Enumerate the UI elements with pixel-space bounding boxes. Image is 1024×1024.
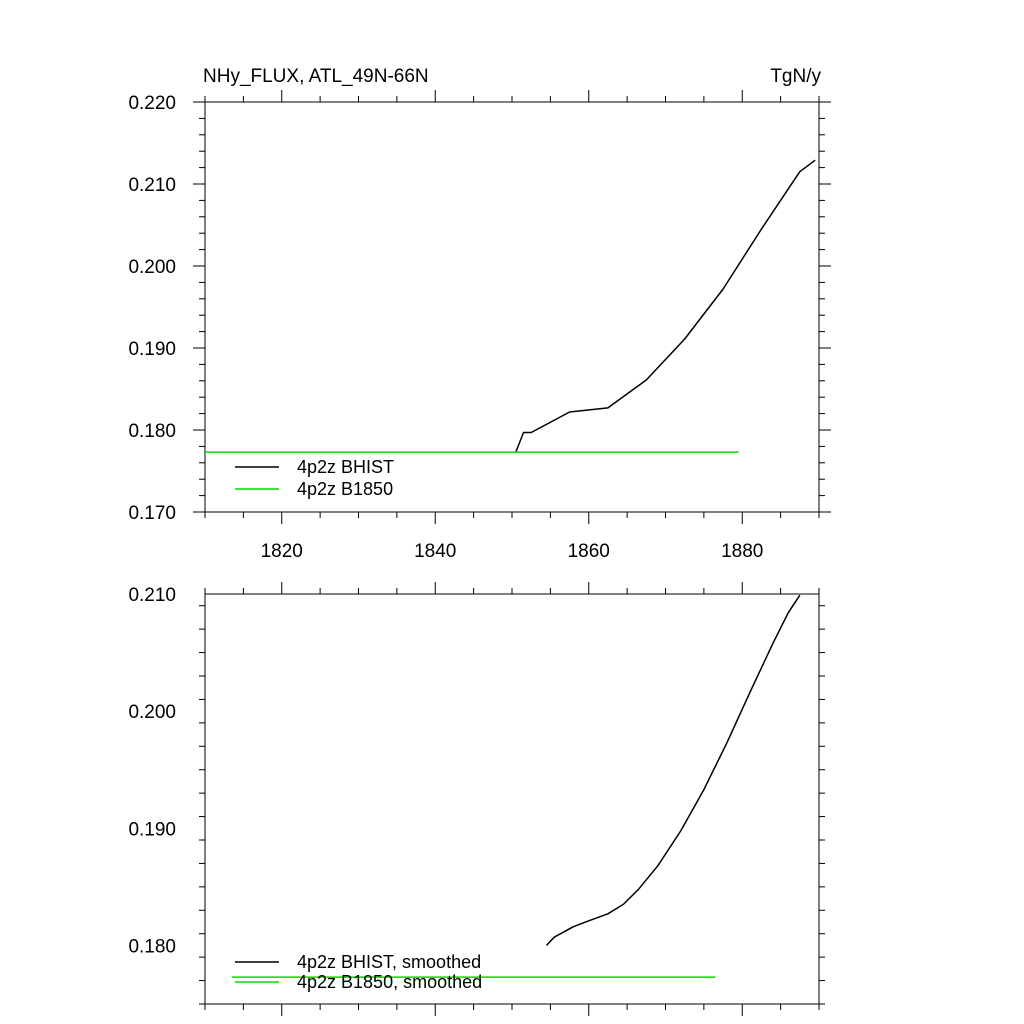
unit-label: TgN/y [770,66,821,87]
series-layer [231,594,801,978]
y-tick-label: 0.200 [128,702,176,723]
series-line-bhist [545,594,801,946]
y-tick-label: 0.170 [128,503,176,524]
y-tick-label: 0.190 [128,819,176,840]
plot-frame [204,593,820,1005]
y-tick-label: 0.180 [128,421,176,442]
chart-title: NHy_FLUX, ATL_49N-66N [203,66,429,87]
y-tick-label: 0.190 [128,339,176,360]
plot-frame [204,101,820,513]
x-tick-label: 1820 [261,541,303,562]
y-tick-label: 0.200 [128,257,176,278]
x-tick-label: 1880 [721,541,763,562]
bottom-panel: 0.180 0.190 0.200 0.210 4p2z BHIST, smoothed… [128,582,825,1016]
top-panel: 1820 1840 1860 1880 0.170 0.180 0.190 0.200 0.21… [128,66,831,562]
y-tick-label: 0.210 [128,585,176,606]
x-tick-label: 1840 [414,541,456,562]
legend-label: 4p2z BHIST [297,457,394,477]
x-tick-label: 1860 [568,541,610,562]
series-layer [205,159,816,453]
y-tick-label: 0.180 [128,936,176,957]
series-line-bhist [515,159,816,453]
legend-label: 4p2z BHIST, smoothed [297,952,481,972]
legend-label: 4p2z B1850 [297,479,393,499]
y-tick-label: 0.220 [128,93,176,114]
y-tick-label: 0.210 [128,175,176,196]
legend-label: 4p2z B1850, smoothed [297,972,482,992]
